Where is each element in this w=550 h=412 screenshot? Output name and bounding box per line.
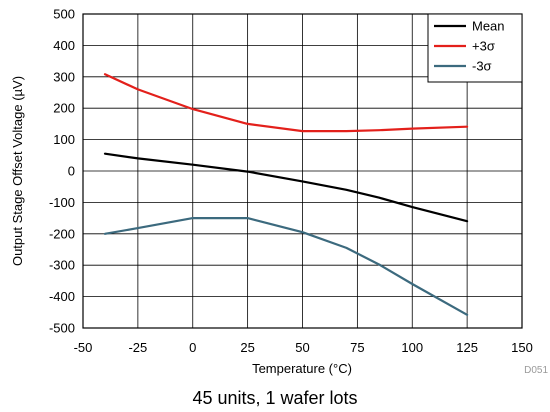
y-tick-label: -500	[49, 321, 75, 336]
x-tick-label: 50	[295, 340, 309, 355]
series-lines	[103, 73, 469, 316]
x-tick-labels: -50 -25 0 25 50 75 100 125 150	[74, 340, 533, 355]
x-tick-label: -25	[128, 340, 147, 355]
y-tick-label: -300	[49, 258, 75, 273]
y-tick-label: -400	[49, 289, 75, 304]
y-tick-label: 500	[53, 7, 75, 22]
y-tick-label: 400	[53, 38, 75, 53]
x-tick-label: 25	[240, 340, 254, 355]
chart-caption: 45 units, 1 wafer lots	[192, 388, 358, 408]
legend-label: -3σ	[472, 59, 492, 74]
x-axis-label: Temperature (°C)	[252, 361, 352, 376]
grid-lines	[83, 14, 522, 328]
x-tick-label: 125	[456, 340, 478, 355]
x-tick-label: 0	[189, 340, 196, 355]
legend-label: +3σ	[472, 39, 495, 54]
y-tick-label: 300	[53, 69, 75, 84]
x-tick-label: 100	[401, 340, 423, 355]
y-tick-label: -100	[49, 195, 75, 210]
legend-label: Mean	[472, 19, 505, 34]
series-line-1	[103, 152, 469, 223]
y-tick-label: 100	[53, 132, 75, 147]
plot-border	[82, 13, 523, 329]
x-tick-label: -50	[74, 340, 93, 355]
series-line-3	[103, 217, 469, 316]
y-tick-label: 200	[53, 101, 75, 116]
legend: Mean +3σ -3σ	[427, 13, 523, 83]
figure-code: D051	[524, 365, 548, 376]
x-tick-label: 150	[511, 340, 533, 355]
y-tick-labels: -500 -400 -300 -200 -100 0 100 200 300 400 500	[49, 7, 75, 336]
series-line-2	[103, 73, 469, 133]
x-tick-label: 75	[350, 340, 364, 355]
y-tick-label: -200	[49, 226, 75, 241]
y-tick-label: 0	[68, 164, 75, 179]
y-axis-label: Output Stage Offset Voltage (µV)	[10, 76, 25, 266]
